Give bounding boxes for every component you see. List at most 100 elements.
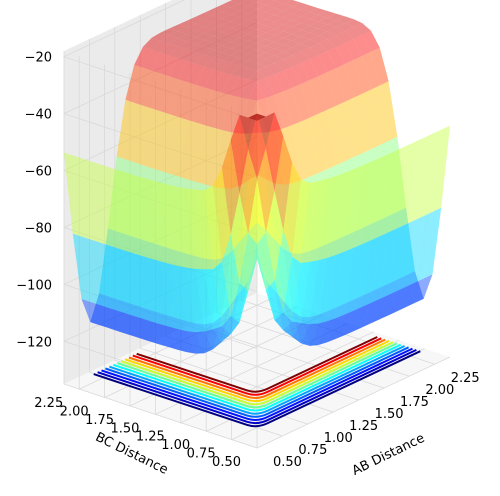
surface-patch bbox=[125, 313, 143, 340]
surface-patch bbox=[125, 304, 143, 337]
surface-patch bbox=[239, 20, 257, 28]
grid-line bbox=[104, 64, 298, 399]
surface-patch bbox=[213, 38, 231, 46]
surface-patch bbox=[300, 19, 319, 26]
surface-patch bbox=[204, 42, 222, 50]
surface-patch bbox=[362, 51, 380, 90]
surface-patch bbox=[230, 17, 249, 25]
surface-patch bbox=[265, 94, 284, 131]
grid-line bbox=[180, 89, 374, 424]
surface-patch bbox=[388, 286, 407, 316]
surface-patch bbox=[371, 47, 389, 86]
surface-patch bbox=[221, 21, 240, 29]
surface-patch bbox=[143, 49, 161, 71]
surface-patch bbox=[265, 112, 284, 191]
surface-patch bbox=[300, 323, 319, 346]
surface-patch bbox=[213, 92, 231, 130]
contour-line bbox=[124, 339, 390, 403]
surface-patch bbox=[143, 177, 161, 262]
surface-patch bbox=[134, 307, 152, 340]
surface-patch bbox=[257, 112, 275, 148]
surface-patch bbox=[160, 76, 178, 115]
surface-patch bbox=[257, 66, 275, 78]
surface-patch bbox=[204, 57, 222, 70]
surface-patch bbox=[257, 78, 275, 98]
surface-patch bbox=[72, 233, 91, 302]
surface-patch bbox=[309, 247, 328, 315]
surface-patch bbox=[178, 20, 196, 28]
surface-patch bbox=[178, 34, 196, 42]
surface-patch bbox=[257, 232, 275, 291]
x-tick-label: 0.75 bbox=[298, 443, 327, 458]
surface-patch bbox=[248, 113, 266, 179]
surface-patch bbox=[327, 165, 345, 241]
surface-patch bbox=[318, 39, 336, 52]
surface-patch bbox=[309, 43, 328, 56]
grid-line bbox=[62, 136, 258, 292]
surface-patch bbox=[186, 181, 205, 257]
surface-patch bbox=[204, 127, 222, 187]
surface-patch bbox=[186, 16, 205, 24]
surface-patch bbox=[265, 8, 284, 15]
tick-labels: 0.500.751.001.251.501.752.002.250.500.75… bbox=[16, 51, 479, 470]
surface-patch bbox=[283, 321, 301, 337]
surface-patch bbox=[309, 257, 328, 325]
surface-patch bbox=[239, 6, 257, 14]
surface-patch bbox=[195, 12, 214, 20]
surface-patch bbox=[406, 216, 424, 287]
surface-patch bbox=[134, 175, 152, 259]
surface-patch bbox=[283, 34, 301, 41]
contour-line bbox=[128, 338, 386, 399]
surface-patch bbox=[379, 228, 398, 299]
surface-patch bbox=[362, 236, 380, 307]
surface-patch bbox=[248, 23, 266, 30]
surface-patch bbox=[107, 307, 126, 334]
surface-patch bbox=[257, 222, 275, 291]
surface-patch bbox=[318, 243, 336, 312]
surface-patch bbox=[81, 236, 100, 305]
surface-patch bbox=[143, 318, 161, 345]
surface-patch bbox=[388, 146, 407, 233]
surface-patch bbox=[81, 299, 100, 325]
surface-patch bbox=[371, 232, 389, 303]
surface-patch bbox=[248, 56, 266, 63]
grid-line bbox=[62, 79, 258, 235]
surface-patch bbox=[274, 38, 293, 45]
surface-patch bbox=[283, 300, 301, 344]
contour-line bbox=[93, 350, 421, 428]
surface-patch bbox=[195, 46, 214, 55]
surface-patch bbox=[423, 129, 442, 216]
surface-patch bbox=[151, 180, 170, 264]
surface-patch bbox=[379, 81, 398, 141]
x-tick-label: 1.75 bbox=[400, 395, 429, 410]
surface-patch bbox=[169, 263, 187, 332]
surface-patch bbox=[257, 12, 275, 19]
surface-patch bbox=[178, 49, 196, 62]
surface-patch bbox=[248, 16, 266, 24]
surface-patch bbox=[274, 10, 293, 18]
surface-patch bbox=[257, 132, 275, 184]
surface-patch bbox=[265, 42, 284, 49]
surface-patch bbox=[309, 21, 328, 29]
surface-patch bbox=[336, 23, 354, 32]
surface-patch bbox=[336, 43, 354, 65]
surface-patch bbox=[99, 296, 117, 328]
axis-panes bbox=[64, 0, 450, 448]
surface-patch bbox=[257, 175, 275, 240]
surface-patch bbox=[239, 132, 257, 186]
contour-line bbox=[116, 342, 398, 409]
surface-patch bbox=[248, 81, 266, 101]
surface-patch bbox=[221, 55, 240, 63]
surface-patch bbox=[327, 27, 345, 36]
surface-patch bbox=[248, 9, 266, 17]
surface-patch bbox=[204, 186, 222, 260]
surface-patch bbox=[353, 153, 371, 229]
contour-line bbox=[105, 346, 410, 418]
surface-patch bbox=[151, 111, 170, 171]
surface-patch bbox=[283, 67, 301, 88]
surface-patch bbox=[204, 36, 222, 43]
surface-patch bbox=[169, 79, 187, 117]
grid-line bbox=[256, 115, 451, 449]
surface-patch bbox=[107, 245, 126, 314]
